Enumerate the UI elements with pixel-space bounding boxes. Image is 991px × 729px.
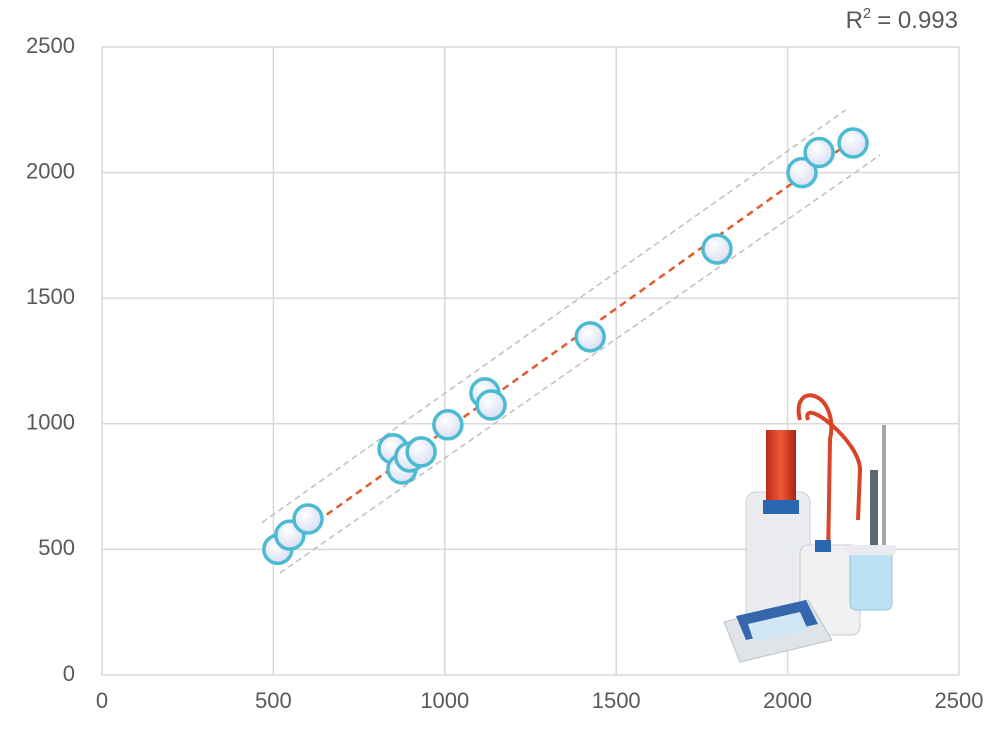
x-tick-label: 1000 [420,688,469,713]
r-squared: R2 = 0.993 [846,5,958,34]
page: {"chart_data": { "type": "scatter", "x":… [0,0,991,729]
y-tick-label: 2500 [26,33,75,58]
chart: 0 500 1000 1500 2000 2500 0 500 1000 1500 2000 2500… [0,0,991,729]
data-point [576,323,604,351]
y-tick-label: 1000 [26,410,75,435]
y-tick-label: 0 [63,661,75,686]
x-tick-label: 0 [96,688,108,713]
r-sup: 2 [863,5,871,22]
r-base: R [846,7,863,34]
data-point [839,129,867,157]
data-point [294,505,322,533]
y-tick-label: 500 [38,535,75,560]
y-tick-label: 2000 [26,158,75,183]
x-tick-label: 2500 [935,688,984,713]
data-point [805,139,833,167]
x-tick-label: 500 [255,688,292,713]
data-point [434,411,462,439]
data-point [477,391,505,419]
y-tick-label: 1500 [26,284,75,309]
prediction-band [262,110,846,523]
x-tick-label: 2000 [763,688,812,713]
data-point [703,235,731,263]
x-tick-label: 1500 [592,688,641,713]
instrument-photo [724,395,896,662]
data-point [407,438,435,466]
r-value: = 0.993 [877,7,958,34]
